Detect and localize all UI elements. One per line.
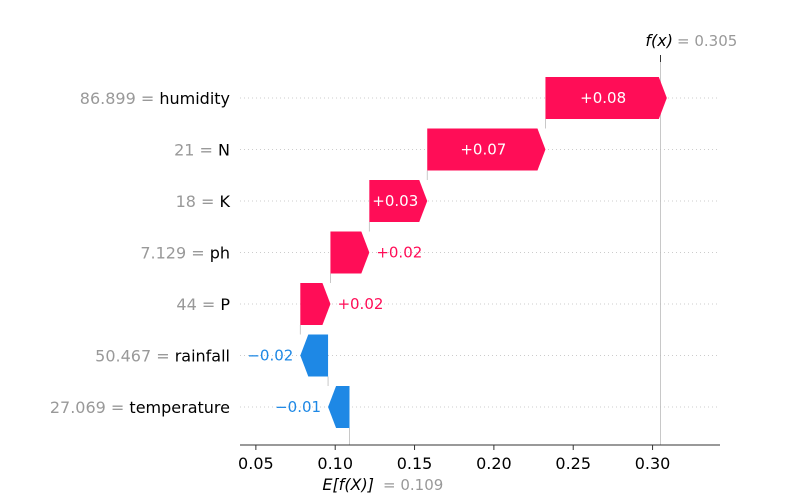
feature-label: 86.899 = humidity bbox=[80, 89, 230, 108]
feature-name: K bbox=[220, 192, 231, 211]
x-tick-label: 0.30 bbox=[635, 454, 671, 473]
feature-labels: +0.08 86.899 = humidity +0.07 21 = N +0.03 18… bbox=[50, 89, 626, 417]
feature-label: 18 = K bbox=[176, 192, 231, 211]
bar-temperature bbox=[328, 386, 350, 428]
feature-label: 44 = P bbox=[176, 295, 230, 314]
feature-value: 86.899 = bbox=[80, 89, 160, 108]
feature-value: 27.069 = bbox=[50, 398, 130, 417]
feature-value: 7.129 = bbox=[140, 244, 209, 263]
bar-value-label: +0.02 bbox=[376, 244, 422, 262]
feature-name: N bbox=[218, 141, 230, 160]
bar-value-label: +0.07 bbox=[460, 141, 506, 159]
feature-name: humidity bbox=[159, 89, 230, 108]
bar-K bbox=[369, 180, 428, 222]
x-tick-label: 0.15 bbox=[397, 454, 433, 473]
x-tick-label: 0.05 bbox=[238, 454, 274, 473]
fx-value: = 0.305 bbox=[677, 32, 737, 50]
feature-label: 7.129 = ph bbox=[140, 244, 230, 263]
bar-value-label: −0.01 bbox=[275, 398, 321, 416]
bar-value-label: +0.08 bbox=[580, 89, 626, 107]
x-tick-label: 0.25 bbox=[555, 454, 591, 473]
efx-value: = 0.109 bbox=[383, 476, 443, 494]
feature-name: P bbox=[220, 295, 230, 314]
feature-label: 21 = N bbox=[174, 141, 230, 160]
feature-value: 21 = bbox=[174, 141, 218, 160]
bar-P bbox=[300, 283, 331, 325]
feature-name: ph bbox=[210, 244, 230, 263]
feature-value: 18 = bbox=[176, 192, 220, 211]
bar-humidity bbox=[545, 77, 667, 119]
bar-rainfall bbox=[300, 334, 329, 377]
bar-value-label: +0.03 bbox=[372, 192, 418, 210]
bar-value-label: −0.02 bbox=[247, 347, 293, 365]
x-tick-label: 0.10 bbox=[317, 454, 353, 473]
efx-label: E[f(X)] bbox=[322, 475, 374, 494]
reference-lines bbox=[299, 55, 661, 445]
bar-ph bbox=[330, 231, 370, 274]
feature-label: 27.069 = temperature bbox=[50, 398, 230, 417]
x-tick-label: 0.20 bbox=[476, 454, 512, 473]
bars bbox=[300, 77, 667, 428]
efx-annotation: E[f(X)] = 0.109 bbox=[322, 475, 443, 494]
bar-value-label: +0.02 bbox=[337, 295, 383, 313]
feature-name: rainfall bbox=[175, 347, 230, 366]
feature-value: 50.467 = bbox=[95, 347, 175, 366]
feature-label: 50.467 = rainfall bbox=[95, 347, 230, 366]
feature-name: temperature bbox=[129, 398, 230, 417]
fx-label: f(x) bbox=[645, 31, 673, 50]
x-axis: 0.05 0.10 0.15 0.20 0.25 0.30 bbox=[238, 444, 720, 473]
fx-annotation: f(x) = 0.305 bbox=[645, 31, 737, 50]
feature-value: 44 = bbox=[176, 295, 220, 314]
bar-N bbox=[427, 128, 546, 171]
